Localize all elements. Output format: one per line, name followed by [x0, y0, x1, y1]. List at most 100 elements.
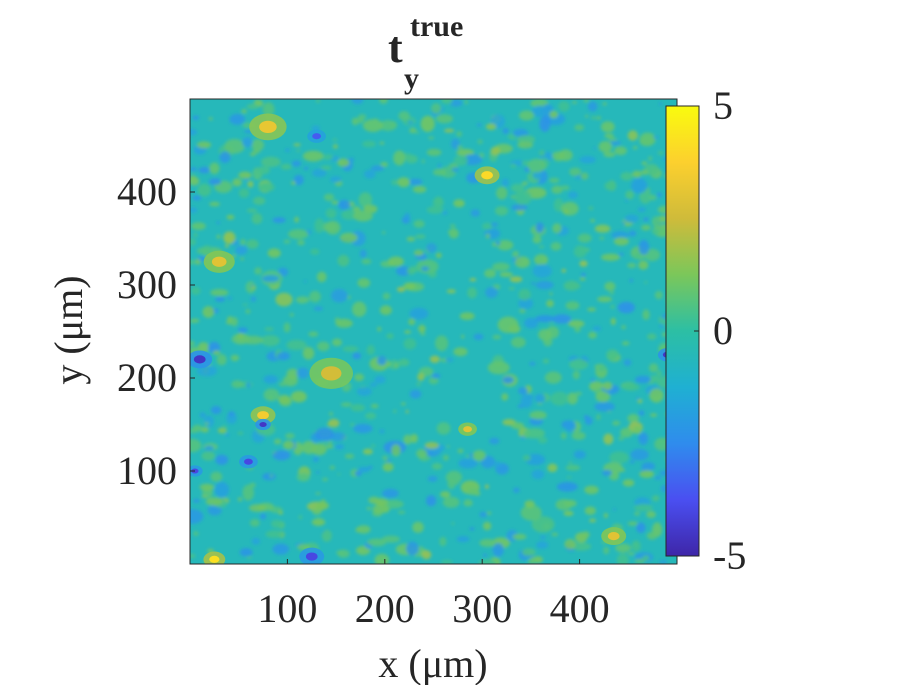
texture-patch: [190, 509, 204, 524]
texture-patch: [513, 487, 520, 494]
texture-patch: [293, 143, 301, 147]
texture-patch: [550, 391, 569, 406]
texture-patch: [501, 178, 509, 187]
texture-patch: [322, 440, 328, 445]
texture-patch: [581, 531, 590, 539]
texture-patch: [479, 538, 496, 547]
texture-patch: [232, 178, 242, 187]
texture-patch: [409, 389, 422, 399]
texture-patch: [610, 304, 615, 309]
texture-patch: [627, 262, 637, 268]
texture-patch: [641, 224, 651, 231]
texture-patch: [646, 531, 658, 540]
texture-patch: [479, 511, 488, 518]
texture-patch: [558, 101, 570, 112]
texture-patch: [191, 222, 206, 231]
texture-patch: [238, 188, 250, 198]
texture-patch: [352, 352, 362, 360]
texture-patch: [442, 454, 449, 461]
texture-patch: [286, 339, 307, 351]
x-tick-label: 400: [550, 586, 610, 631]
texture-patch: [195, 258, 201, 265]
texture-patch: [573, 450, 586, 459]
texture-patch: [553, 198, 564, 212]
texture-patch: [492, 334, 502, 340]
texture-patch: [296, 367, 310, 379]
texture-patch: [412, 185, 427, 193]
texture-patch: [302, 346, 315, 360]
hot-spot: [209, 555, 220, 563]
texture-patch: [528, 558, 536, 564]
texture-patch: [353, 423, 373, 434]
texture-patch: [354, 373, 364, 382]
texture-patch: [520, 504, 542, 521]
texture-patch: [237, 497, 243, 502]
texture-patch: [298, 515, 303, 520]
texture-patch: [367, 538, 387, 547]
texture-patch: [246, 208, 258, 213]
texture-patch: [625, 190, 635, 200]
texture-patch: [190, 286, 201, 295]
hot-spot: [463, 426, 472, 433]
texture-patch: [560, 185, 570, 191]
texture-patch: [368, 465, 373, 469]
texture-patch: [208, 178, 222, 185]
texture-patch: [277, 351, 290, 361]
texture-patch: [313, 306, 324, 311]
texture-patch: [625, 198, 629, 203]
texture-patch: [231, 380, 244, 389]
texture-patch: [311, 519, 326, 526]
texture-patch: [518, 298, 534, 310]
texture-patch: [590, 378, 595, 382]
texture-patch: [277, 394, 291, 404]
texture-patch: [251, 285, 257, 290]
x-axis: 100 200 300 400: [257, 559, 610, 631]
texture-patch: [556, 482, 578, 492]
texture-patch: [230, 338, 235, 342]
texture-patch: [242, 303, 248, 306]
texture-patch: [260, 513, 267, 520]
texture-patch: [531, 282, 535, 285]
texture-patch: [632, 425, 643, 435]
texture-patch: [302, 150, 324, 162]
texture-patch: [235, 245, 248, 255]
texture-patch: [332, 338, 342, 347]
texture-patch: [501, 393, 509, 401]
texture-patch: [453, 155, 468, 166]
texture-patch: [648, 363, 659, 373]
texture-patch: [561, 201, 579, 216]
texture-patch: [316, 471, 320, 474]
texture-patch: [334, 444, 345, 450]
texture-patch: [499, 271, 513, 278]
texture-patch: [267, 248, 281, 258]
texture-patch: [492, 262, 510, 272]
texture-patch: [521, 548, 536, 557]
texture-patch: [432, 197, 444, 208]
texture-patch: [216, 221, 220, 225]
texture-patch: [397, 510, 406, 514]
texture-patch: [251, 138, 264, 152]
texture-patch: [359, 249, 367, 258]
texture-patch: [210, 406, 222, 415]
texture-patch: [456, 131, 463, 137]
texture-patch: [603, 546, 610, 555]
texture-patch: [657, 150, 664, 156]
texture-patch: [190, 318, 200, 323]
texture-patch: [514, 256, 531, 269]
texture-patch: [329, 465, 335, 470]
y-tick-label: 400: [117, 169, 177, 214]
texture-patch: [242, 335, 264, 345]
heatmap-features: [190, 113, 677, 564]
texture-patch: [482, 222, 493, 230]
y-tick-label: 200: [117, 355, 177, 400]
texture-patch: [593, 147, 596, 150]
texture-patch: [536, 541, 549, 549]
texture-patch: [249, 482, 256, 488]
texture-patch: [383, 459, 389, 462]
texture-patch: [580, 172, 589, 180]
texture-patch: [391, 179, 399, 186]
texture-patch: [613, 508, 616, 511]
texture-patch: [294, 216, 299, 223]
texture-patch: [542, 358, 550, 364]
